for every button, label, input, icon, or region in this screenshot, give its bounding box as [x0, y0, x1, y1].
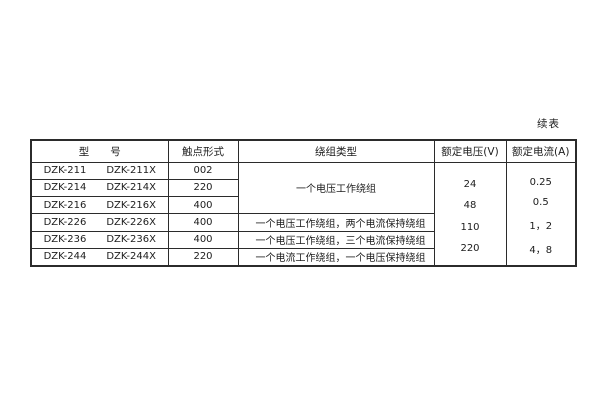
current-value: 0.25: [529, 177, 552, 189]
table-row: DZK-244 DZK-244X 220 一个电流工作绕组，一个电压保持绕组: [30, 247, 576, 267]
col-header-rated-current: 额定电流(A): [505, 139, 577, 163]
contact-form-cell: 220: [167, 178, 239, 198]
model-number: DZK-236: [43, 234, 87, 246]
model-number-x: DZK-236X: [106, 234, 156, 246]
model-number: DZK-211: [43, 165, 87, 177]
model-cell: DZK-226 DZK-226X: [30, 213, 169, 232]
model-number-x: DZK-216X: [106, 199, 156, 211]
model-cell: DZK-244 DZK-244X: [30, 247, 169, 267]
winding-type-cell: 一个电压工作绕组，三个电流保持绕组: [237, 230, 435, 249]
model-cell: DZK-236 DZK-236X: [30, 230, 169, 249]
model-number: DZK-216: [43, 199, 87, 211]
voltage-value: 48: [463, 200, 477, 212]
model-cell: DZK-214 DZK-214X: [30, 178, 169, 198]
model-number-x: DZK-226X: [106, 216, 156, 228]
col-header-winding-type: 绕组类型: [237, 139, 435, 163]
relay-spec-table: 型 号 触点形式 绕组类型 额定电压(V) 额定电流(A) DZK-211 DZ…: [30, 139, 577, 267]
col-header-model: 型 号: [30, 139, 169, 163]
contact-form-cell: 400: [167, 230, 239, 249]
contact-form-cell: 400: [167, 195, 239, 215]
current-value: 4，8: [529, 244, 553, 256]
voltage-value: 110: [460, 221, 480, 233]
model-number: DZK-226: [43, 216, 87, 228]
continued-table-label: 续表: [537, 118, 560, 130]
contact-form-cell: 400: [167, 213, 239, 232]
contact-form-cell: 220: [167, 247, 239, 267]
winding-type-cell: 一个电流工作绕组，一个电压保持绕组: [237, 247, 435, 267]
model-number: DZK-244: [43, 251, 87, 263]
model-number-x: DZK-244X: [106, 251, 156, 263]
model-cell: DZK-216 DZK-216X: [30, 195, 169, 215]
rated-current-cell: 0.25 0.5 1，2 4，8: [505, 161, 577, 266]
col-header-contact-form: 触点形式: [167, 139, 239, 163]
model-number-x: DZK-214X: [106, 182, 156, 194]
model-number: DZK-214: [43, 182, 87, 194]
table-header-row: 型 号 触点形式 绕组类型 额定电压(V) 额定电流(A): [30, 139, 577, 163]
current-value: 1，2: [529, 220, 553, 232]
voltage-value: 24: [463, 178, 477, 190]
model-number-x: DZK-211X: [106, 165, 156, 177]
model-cell: DZK-211 DZK-211X: [30, 161, 169, 180]
contact-form-cell: 002: [167, 161, 239, 180]
table-row: DZK-216 DZK-216X 400: [30, 195, 576, 215]
winding-type-cell: 一个电压工作绕组，两个电流保持绕组: [237, 213, 435, 232]
current-value: 0.5: [532, 197, 549, 209]
voltage-value: 220: [460, 243, 480, 255]
rated-voltage-cell: 24 48 110 220: [433, 161, 507, 266]
col-header-rated-voltage: 额定电压(V): [433, 139, 507, 163]
table-row: DZK-211 DZK-211X 002 一个电压工作绕组 24 48 110 …: [30, 161, 577, 266]
winding-type-merged-cell: 一个电压工作绕组: [237, 161, 435, 215]
